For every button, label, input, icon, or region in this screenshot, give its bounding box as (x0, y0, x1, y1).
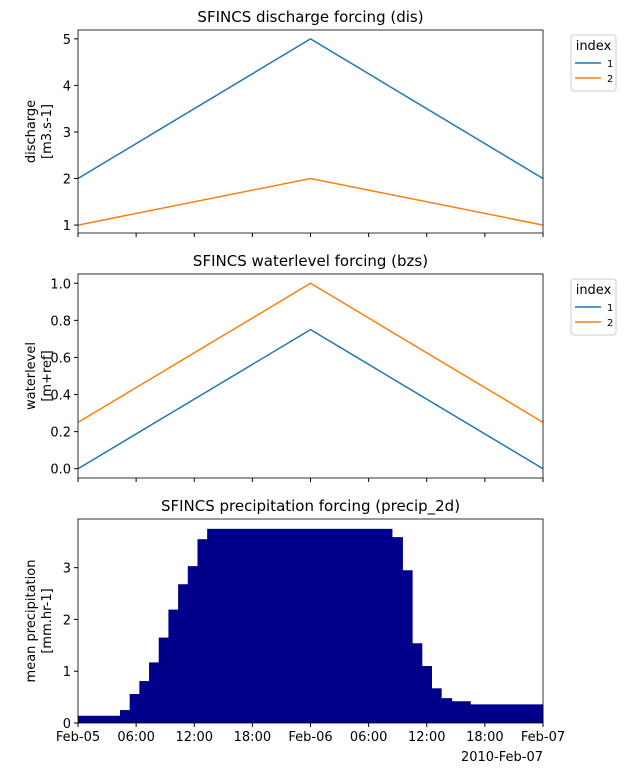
subplot-3: 0 1 2 3 Feb-05 06:00 12:00 18:00 Feb-06 06:00 12:0… (24, 497, 565, 745)
precip-bar (441, 698, 453, 723)
x-tick-label: Feb-07 (521, 730, 565, 745)
precip-bar (178, 584, 189, 723)
x-tick-label: 18:00 (466, 730, 503, 745)
legend-label-1: 1 (607, 303, 613, 314)
precip-bar (207, 528, 393, 723)
y-tick-label: 0 (63, 717, 71, 732)
y-tick-label: 0.0 (50, 463, 71, 478)
precip-bar (197, 539, 208, 723)
x-tick-label: 18:00 (234, 730, 271, 745)
y-tick-label: 3 (63, 126, 71, 141)
subplot-2: index 1 2 0.0 0.2 0.4 0.6 0.8 1.0 SFINCS waterlev… (24, 252, 617, 482)
y-axis-label: discharge[m3.s-1] (24, 100, 55, 163)
precip-bar (412, 643, 423, 723)
precip-bar (158, 637, 169, 723)
precip-bar (402, 570, 413, 723)
x-tick-label: 06:00 (117, 730, 154, 745)
y-tick-label: 1 (63, 219, 71, 234)
precip-bar (168, 609, 179, 723)
y-axis-label-line: [m+ref] (40, 350, 55, 401)
legend-label-1: 1 (607, 59, 613, 70)
y-tick-label: 0.2 (50, 426, 71, 441)
subplot-title: SFINCS precipitation forcing (precip_2d) (161, 497, 460, 516)
precip-bar (129, 694, 140, 723)
subplot-title: SFINCS discharge forcing (dis) (197, 8, 423, 26)
y-tick-label: 1 (63, 665, 71, 680)
precip-bar (119, 710, 131, 723)
y-tick-label: 2 (63, 613, 71, 628)
x-tick-label: Feb-06 (288, 730, 332, 745)
axes-frame (77, 273, 544, 479)
y-axis-label-line: discharge (24, 100, 39, 163)
legend: index 1 2 (570, 34, 617, 92)
y-tick-label: 2 (63, 173, 71, 188)
y-tick-label: 4 (63, 79, 71, 94)
x-tick-label: 12:00 (408, 730, 445, 745)
y-tick-label: 0.6 (50, 351, 71, 366)
series-line-2 (77, 282, 544, 424)
precip-bar (187, 566, 198, 723)
y-tick-label: 1.0 (50, 277, 71, 292)
precip-bar (139, 681, 150, 723)
y-axis-label: mean precipitation[mm.hr-1] (24, 560, 55, 683)
y-tick-label: 0.4 (50, 389, 71, 404)
legend: index 1 2 (570, 278, 617, 336)
x-offset-label: 2010-Feb-07 (461, 750, 543, 765)
y-axis-label-line: waterlevel (24, 342, 39, 410)
x-tick-label: Feb-05 (56, 730, 100, 745)
series-line-2 (77, 177, 544, 226)
y-axis-label-line: [mm.hr-1] (40, 588, 55, 653)
y-tick-label: 3 (63, 562, 71, 577)
series-line-1 (77, 37, 544, 180)
precip-bar (470, 704, 544, 723)
precip-bar (431, 688, 442, 723)
y-axis-label-line: mean precipitation (24, 560, 39, 683)
axes-frame (77, 29, 544, 234)
y-axis-label: waterlevel[m+ref] (24, 342, 55, 410)
legend-title: index (576, 39, 612, 54)
y-axis-label-line: [m3.s-1] (40, 104, 55, 159)
y-tick-label: 0.8 (50, 314, 71, 329)
legend-label-2: 2 (607, 74, 613, 85)
series-line-1 (77, 328, 544, 470)
y-tick-label: 5 (63, 33, 71, 48)
precip-bar (451, 701, 471, 723)
precip-bar (392, 537, 403, 723)
subplot-title: SFINCS waterlevel forcing (bzs) (193, 252, 428, 270)
legend-title: index (576, 283, 612, 298)
x-tick-label: 12:00 (176, 730, 213, 745)
precip-bar (149, 662, 160, 723)
subplot-1: index 1 2 1 2 3 4 5 SFINCS discharge forcing (di… (24, 8, 617, 237)
precip-bar (421, 666, 432, 723)
x-tick-label: 06:00 (350, 730, 387, 745)
precip-bar (78, 715, 121, 723)
legend-label-2: 2 (607, 318, 613, 329)
